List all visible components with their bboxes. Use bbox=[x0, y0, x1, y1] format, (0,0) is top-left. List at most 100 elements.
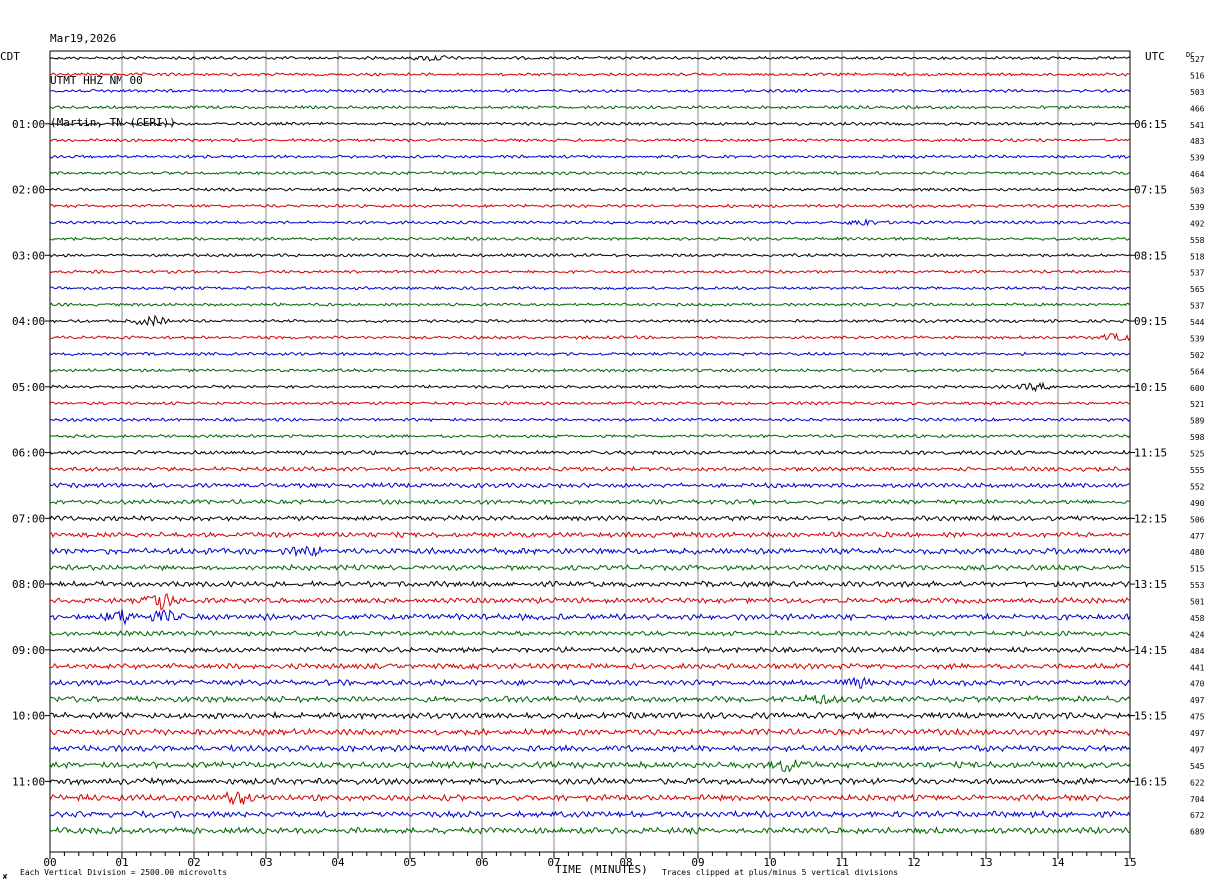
dc-offset-label: 539 bbox=[1190, 335, 1205, 344]
dc-offset-label: 598 bbox=[1190, 433, 1205, 442]
seismic-trace bbox=[49, 121, 1131, 127]
dc-offset-label: 484 bbox=[1190, 647, 1205, 656]
left-hour-label: 08:00 bbox=[12, 578, 45, 591]
dc-offset-label: 483 bbox=[1190, 137, 1205, 146]
dc-offset-label: 441 bbox=[1190, 663, 1205, 672]
seismic-trace bbox=[49, 629, 1131, 638]
dc-offset-label: 539 bbox=[1190, 203, 1205, 212]
header-date: Mar19,2026 bbox=[50, 32, 117, 45]
seismic-trace bbox=[49, 203, 1131, 209]
dc-offset-label: 521 bbox=[1190, 400, 1205, 409]
seismic-trace bbox=[49, 545, 1131, 558]
dc-offset-label: 518 bbox=[1190, 252, 1205, 261]
dc-offset-label: 600 bbox=[1190, 384, 1205, 393]
right-hour-label: 11:15 bbox=[1134, 447, 1167, 460]
x-tick-label: 11 bbox=[835, 856, 848, 869]
left-hour-label: 10:00 bbox=[12, 710, 45, 723]
seismic-trace bbox=[49, 401, 1130, 406]
seismic-trace bbox=[49, 759, 1131, 773]
seismic-trace bbox=[49, 154, 1131, 160]
x-tick-label: 00 bbox=[43, 856, 56, 869]
seismic-trace bbox=[49, 563, 1131, 572]
left-hour-label: 01:00 bbox=[12, 118, 45, 131]
plot-header: Mar19,2026 UTMT HHZ NM 00 (Martin, TN (C… bbox=[50, 4, 176, 144]
dc-offset-label: 553 bbox=[1190, 581, 1205, 590]
seismic-trace bbox=[49, 367, 1131, 373]
seismic-trace bbox=[49, 54, 1131, 62]
seismic-trace bbox=[49, 826, 1131, 836]
seismic-trace bbox=[49, 498, 1131, 506]
dc-offset-label: 541 bbox=[1190, 121, 1205, 130]
right-hour-label: 06:15 bbox=[1134, 118, 1167, 131]
x-tick-label: 15 bbox=[1123, 856, 1136, 869]
seismic-trace bbox=[49, 137, 1131, 143]
left-hour-label: 11:00 bbox=[12, 775, 45, 788]
seismic-trace bbox=[49, 104, 1131, 110]
dc-offset-label: 458 bbox=[1190, 614, 1205, 623]
dc-offset-label: 475 bbox=[1190, 713, 1205, 722]
seismic-trace bbox=[49, 743, 1131, 753]
seismic-trace bbox=[49, 285, 1131, 291]
seismic-trace bbox=[49, 693, 1131, 705]
dc-offset-label: 525 bbox=[1190, 450, 1205, 459]
x-tick-label: 07 bbox=[547, 856, 560, 869]
seismic-trace bbox=[49, 676, 1131, 689]
header-station: UTMT HHZ NM 00 bbox=[50, 74, 143, 87]
dc-offset-label: 490 bbox=[1190, 499, 1205, 508]
right-hour-label: 09:15 bbox=[1134, 315, 1167, 328]
x-axis-title: TIME (MINUTES) bbox=[555, 863, 648, 876]
dc-offset-label: 515 bbox=[1190, 565, 1205, 574]
dc-offset-label: 503 bbox=[1190, 187, 1205, 196]
dc-offset-label: 622 bbox=[1190, 778, 1205, 787]
clip-note: Traces clipped at plus/minus 5 vertical … bbox=[662, 868, 898, 877]
right-hour-label: 10:15 bbox=[1134, 381, 1167, 394]
dc-offset-label: 527 bbox=[1190, 55, 1205, 64]
x-tick-label: 09 bbox=[691, 856, 704, 869]
seismic-trace bbox=[49, 465, 1131, 473]
seismic-trace bbox=[49, 530, 1131, 539]
seismic-trace bbox=[49, 72, 1131, 77]
left-hour-label: 05:00 bbox=[12, 381, 45, 394]
seismic-trace bbox=[49, 790, 1131, 806]
x-tick-label: 04 bbox=[331, 856, 345, 869]
x-tick-label: 03 bbox=[259, 856, 272, 869]
right-hour-label: 08:15 bbox=[1134, 249, 1167, 262]
dc-offset-label: 552 bbox=[1190, 482, 1205, 491]
seismic-trace bbox=[49, 88, 1131, 94]
dc-offset-label: 506 bbox=[1190, 515, 1205, 524]
dc-offset-label: 565 bbox=[1190, 285, 1205, 294]
seismic-trace bbox=[49, 433, 1131, 439]
seismic-trace bbox=[49, 449, 1131, 456]
dc-offset-label: 689 bbox=[1190, 828, 1205, 837]
left-timezone-label: CDT bbox=[0, 50, 20, 63]
corner-mark: ✘ bbox=[2, 873, 8, 881]
seismic-trace bbox=[49, 302, 1131, 307]
dc-offset-label: 539 bbox=[1190, 154, 1205, 163]
dc-offset-label: 589 bbox=[1190, 417, 1205, 426]
dc-offset-label: 501 bbox=[1190, 598, 1205, 607]
seismic-trace bbox=[49, 645, 1131, 654]
seismic-trace bbox=[49, 417, 1131, 423]
seismic-trace bbox=[49, 170, 1131, 176]
dc-offset-label: 497 bbox=[1190, 696, 1205, 705]
right-hour-label: 13:15 bbox=[1134, 578, 1167, 591]
x-tick-label: 13 bbox=[979, 856, 992, 869]
seismic-trace bbox=[49, 809, 1131, 819]
dc-offset-label: 464 bbox=[1190, 170, 1205, 179]
right-hour-label: 07:15 bbox=[1134, 184, 1167, 197]
dc-offset-label: 503 bbox=[1190, 88, 1205, 97]
seismic-trace bbox=[49, 580, 1131, 589]
dc-offset-label: 477 bbox=[1190, 532, 1205, 541]
dc-offset-label: 564 bbox=[1190, 367, 1205, 376]
seismic-trace bbox=[49, 314, 1131, 328]
seismic-trace bbox=[49, 187, 1131, 192]
x-tick-label: 06 bbox=[475, 856, 488, 869]
dc-offset-label: 537 bbox=[1190, 302, 1205, 311]
right-hour-label: 16:15 bbox=[1134, 775, 1167, 788]
seismic-trace bbox=[49, 662, 1131, 671]
seismic-trace bbox=[49, 514, 1130, 522]
seismic-trace bbox=[49, 252, 1131, 258]
seismic-trace bbox=[49, 593, 1131, 611]
dc-offset-label: 466 bbox=[1190, 104, 1205, 113]
